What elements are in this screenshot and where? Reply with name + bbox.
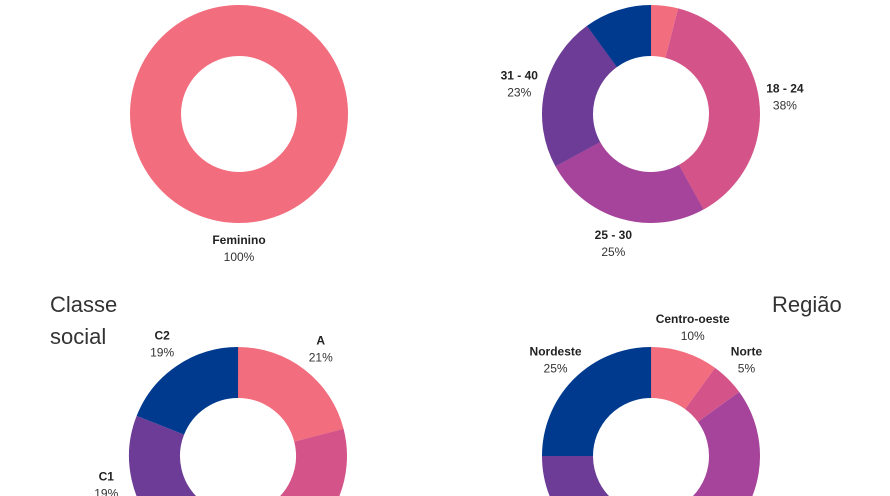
segment-value: 19% (150, 346, 174, 360)
donut-segment (542, 5, 760, 223)
chart-title: Região (772, 292, 842, 317)
donut-segment (130, 5, 348, 223)
segment-value: 25% (544, 362, 568, 376)
donut-segment (129, 347, 347, 496)
segment-label: Norte (731, 345, 763, 359)
segment-value: 21% (309, 351, 333, 365)
donut-segment (542, 347, 760, 496)
segment-value: 23% (507, 86, 531, 100)
segment-label: Feminino (212, 233, 265, 247)
donut-segment (129, 347, 347, 496)
segment-label: Nordeste (530, 345, 582, 359)
segment-label: 31 - 40 (501, 69, 539, 83)
segment-label: 25 - 30 (595, 228, 633, 242)
segment-value: 25% (601, 245, 625, 259)
segment-label: 18 - 24 (766, 81, 804, 95)
chart-title: Classe social (50, 292, 118, 349)
segment-label: C1 (99, 470, 115, 484)
segment-label: Centro-oeste (656, 312, 730, 326)
segment-label: C2 (154, 329, 170, 343)
segment-value: 100% (224, 250, 255, 264)
donut-segment (542, 347, 760, 496)
segment-value: 10% (681, 329, 705, 343)
segment-label: A (316, 334, 325, 348)
donut-segment (542, 347, 760, 496)
segment-value: 5% (738, 362, 756, 376)
segment-value: 38% (773, 98, 797, 112)
donut-segment (542, 5, 760, 223)
segment-value: 19% (94, 487, 118, 496)
